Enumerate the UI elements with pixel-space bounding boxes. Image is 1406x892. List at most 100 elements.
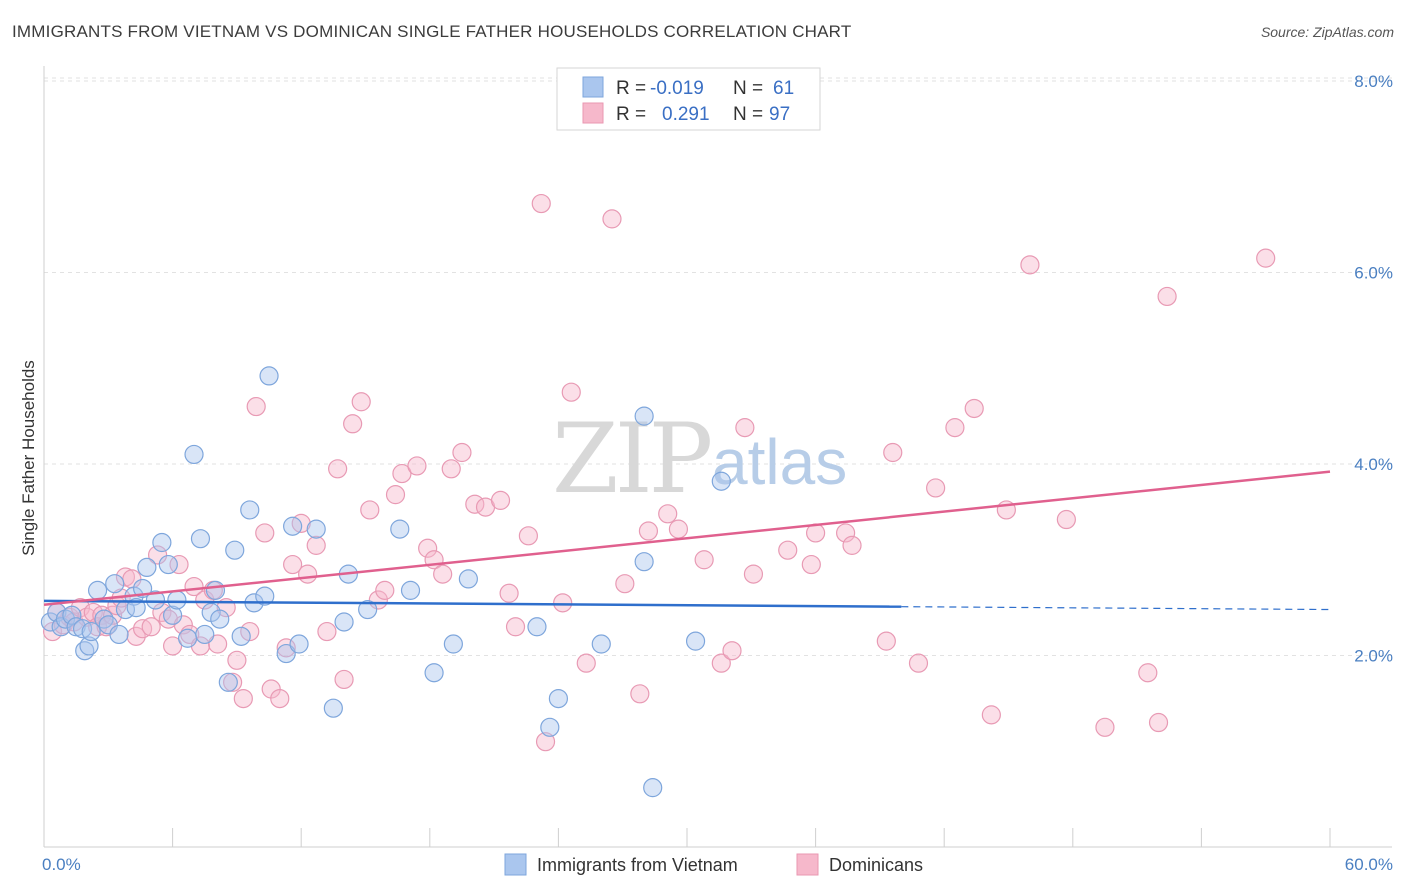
dominican-point	[368, 590, 388, 610]
vietnam-point	[98, 615, 118, 635]
dominican-point	[126, 626, 146, 646]
vietnam-point	[178, 628, 198, 648]
dominican-point	[169, 554, 189, 575]
dominican-point	[343, 414, 363, 434]
vietnam-point	[195, 624, 215, 645]
dominican-point	[615, 574, 635, 594]
dominican-point	[658, 504, 678, 524]
vietnam-point	[79, 636, 99, 656]
legend-n-label-dominican: N =	[733, 104, 763, 125]
bottom-legend-swatch-dominican	[796, 853, 819, 876]
dominican-point	[602, 209, 622, 229]
dominican-point	[1095, 717, 1115, 737]
dominican-point	[964, 398, 984, 419]
vietnam-point	[276, 643, 296, 664]
vietnam-point	[323, 698, 343, 718]
y-tick-label: 4.0%	[1354, 455, 1393, 474]
dominican-point	[638, 521, 659, 541]
y-tick-label: 8.0%	[1354, 72, 1393, 91]
legend-r-label-vietnam: R =	[616, 78, 646, 99]
vietnam-point	[259, 366, 279, 386]
trend-lines	[43, 470, 1331, 611]
bottom-legend-label-dominican: Dominicans	[829, 855, 923, 875]
vietnam-trend-line	[43, 599, 902, 608]
dominican-point	[441, 459, 461, 479]
vietnam-point	[424, 663, 444, 683]
dominican-point	[141, 617, 161, 637]
vietnam-point	[137, 557, 157, 578]
dominican-point	[328, 459, 348, 479]
vietnam-point	[225, 540, 245, 560]
vietnam-point	[458, 569, 478, 589]
vietnam-point	[163, 605, 183, 625]
x-tick-label-min: 0.0%	[42, 855, 81, 874]
vietnam-point	[306, 519, 326, 539]
dominican-point	[1020, 255, 1040, 275]
dominican-point	[233, 688, 253, 709]
dominican-point	[334, 669, 354, 690]
dominican-point	[306, 535, 326, 555]
y-tick-label: 6.0%	[1354, 264, 1393, 283]
dominican-point	[842, 535, 862, 555]
legend-r-value-dominican: 0.291	[662, 104, 710, 125]
vietnam-point	[87, 580, 108, 600]
vietnam-point	[591, 634, 611, 654]
vietnam-point	[390, 519, 410, 539]
legend-swatch-vietnam	[582, 76, 604, 98]
dominican-point	[184, 576, 204, 597]
dominican-point	[553, 593, 573, 613]
x-ticks	[43, 828, 1331, 847]
vietnam-point	[218, 672, 238, 692]
legend-r-label-dominican: R =	[616, 104, 646, 125]
vietnam-point	[643, 778, 663, 798]
vietnam-point	[548, 688, 569, 709]
vietnam-point	[158, 554, 178, 575]
vietnam-point	[634, 406, 654, 426]
dominican-point	[505, 617, 526, 637]
dominican-point	[722, 641, 742, 661]
x-tick-label-max: 60.0%	[1345, 855, 1393, 874]
vietnam-point	[240, 500, 260, 520]
bottom-legend-label-vietnam: Immigrants from Vietnam	[537, 855, 738, 875]
vietnam-point	[443, 634, 463, 654]
vietnam-point	[167, 590, 187, 610]
dominican-point	[298, 564, 318, 584]
vietnam-point	[540, 717, 560, 737]
vietnam-point	[283, 516, 303, 536]
dominican-point	[499, 583, 519, 603]
dominican-point	[531, 193, 551, 214]
dominican-point	[876, 631, 896, 651]
dominican-point	[981, 705, 1001, 725]
vietnam-point	[126, 598, 146, 618]
dominican-point	[576, 653, 596, 673]
dominican-point	[694, 550, 714, 570]
dominican-point	[1148, 712, 1169, 733]
watermark-zip: ZIP	[552, 403, 711, 515]
dominican-trend-line	[43, 470, 1331, 606]
vietnam-point	[62, 605, 82, 625]
dominican-point	[163, 636, 183, 656]
dominican-point	[1157, 286, 1177, 307]
vietnam-trend-line-extension	[901, 606, 1331, 611]
dominican-point	[452, 442, 472, 463]
dominican-point	[801, 554, 821, 575]
vietnam-point	[334, 612, 354, 632]
dominican-point	[227, 650, 247, 670]
y-tick-labels: 2.0% 4.0% 6.0% 8.0%	[1354, 72, 1393, 666]
vietnam-point	[109, 624, 129, 645]
dominican-point	[255, 523, 275, 543]
y-axis-label: Single Father Households	[19, 360, 38, 556]
dominican-point	[223, 672, 243, 692]
dominican-point	[1256, 248, 1276, 268]
vietnam-point	[40, 612, 61, 632]
vietnam-point	[105, 574, 125, 594]
dominican-point	[246, 396, 266, 417]
dominican-point	[208, 634, 228, 654]
dominican-point	[561, 382, 581, 402]
dominican-point	[385, 485, 406, 505]
dominican-point	[778, 540, 798, 560]
vietnam-point	[81, 621, 101, 642]
dominican-point	[276, 638, 296, 658]
legend-n-value-vietnam: 61	[773, 78, 794, 99]
